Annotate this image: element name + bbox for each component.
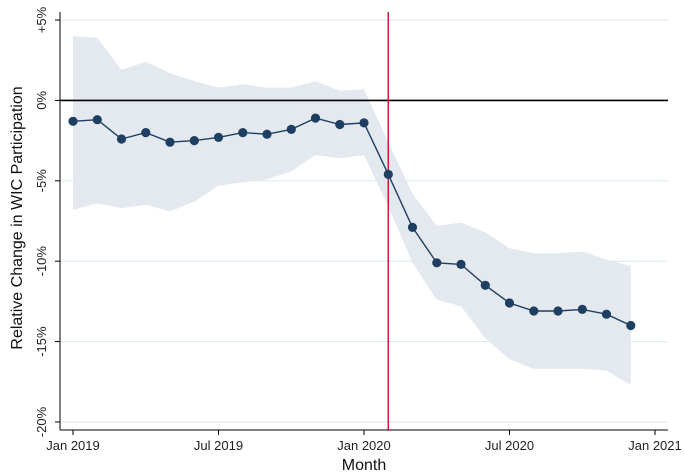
data-point (480, 280, 490, 290)
data-point (141, 128, 151, 138)
data-point (407, 222, 418, 232)
data-point (68, 116, 78, 126)
x-axis-title: Month (342, 457, 386, 474)
x-tick-label: Jul 2020 (485, 438, 534, 453)
y-tick-label: 0% (34, 91, 49, 110)
data-point (238, 128, 248, 138)
data-point (456, 259, 466, 269)
y-tick-label: -10% (34, 246, 49, 277)
data-point (529, 306, 539, 316)
data-point (383, 169, 393, 179)
data-point (165, 137, 175, 147)
x-tick-label: Jan 2019 (46, 438, 100, 453)
y-tick-label: -15% (34, 326, 49, 357)
data-point (92, 115, 102, 125)
axes: +5% 0% -5% -10% -15% -20%Jan 2019 Jul 2019 Jan … (34, 6, 682, 453)
x-tick-label: Jan 2021 (628, 438, 682, 453)
data-point (213, 132, 224, 142)
reference-lines (60, 12, 668, 430)
confidence-band-layer (73, 36, 631, 385)
y-tick-label: +5% (34, 6, 49, 33)
x-tick-label: Jul 2019 (194, 438, 243, 453)
y-tick-label: -5% (34, 169, 49, 193)
data-point (553, 306, 563, 316)
y-tick-label: -20% (34, 406, 49, 437)
data-point (335, 119, 345, 130)
data-point (189, 136, 199, 146)
data-point (504, 298, 515, 308)
data-point (116, 134, 127, 144)
data-point (262, 129, 272, 139)
y-axis-title: Relative Change in WIC Participation (9, 86, 26, 349)
series-layer (68, 113, 636, 331)
data-point (310, 113, 321, 123)
data-point (626, 320, 636, 331)
data-point (432, 258, 442, 268)
confidence-band (73, 36, 631, 385)
data-point (286, 124, 296, 134)
x-tick-label: Jan 2020 (337, 438, 391, 453)
data-point (601, 309, 612, 319)
data-point (577, 304, 587, 314)
data-point (359, 118, 369, 128)
